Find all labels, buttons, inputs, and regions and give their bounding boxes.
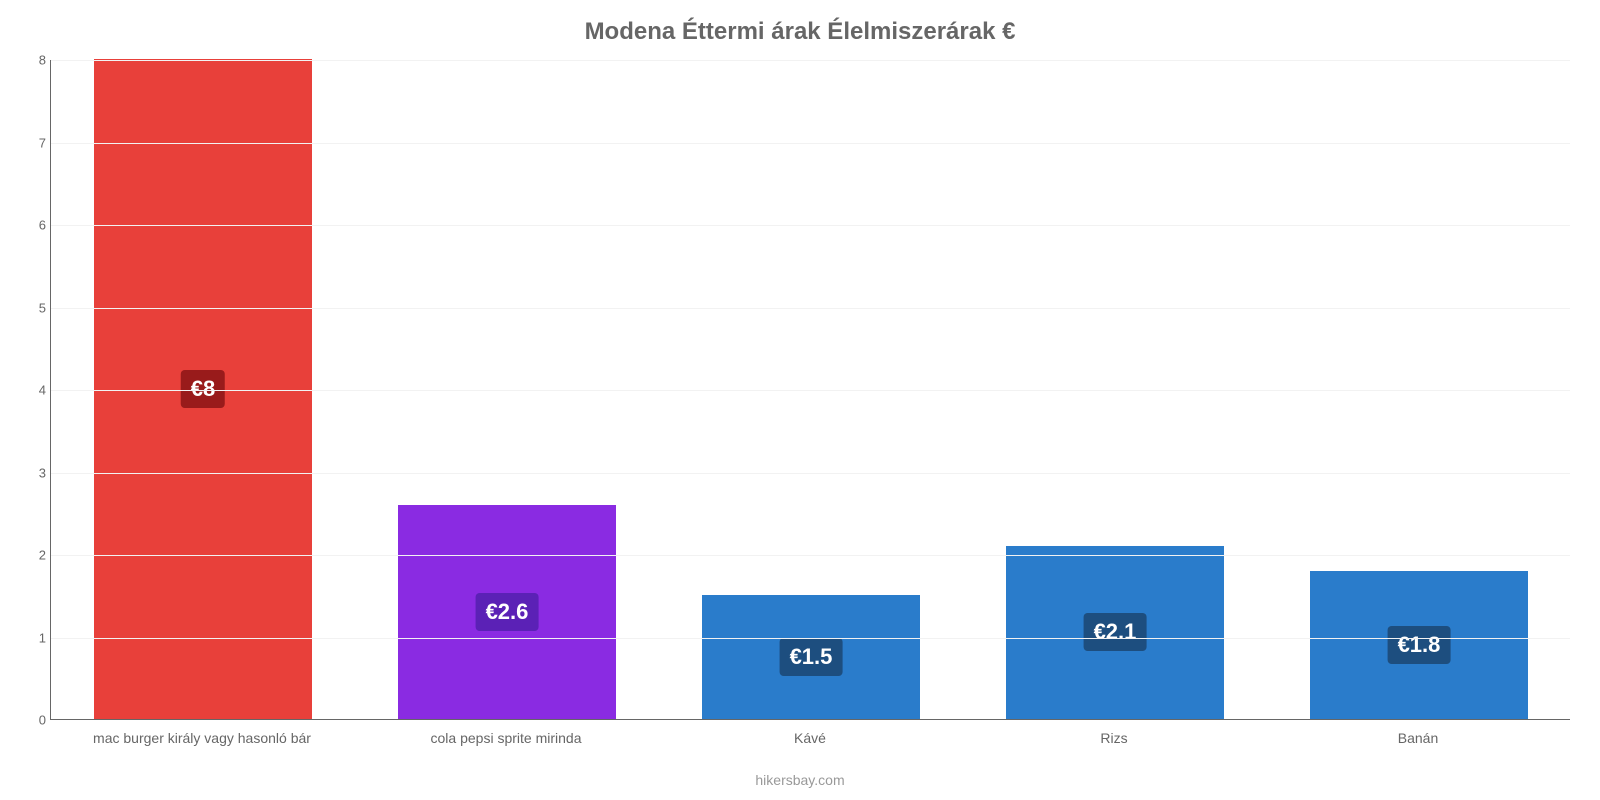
chart-title: Modena Éttermi árak Élelmiszerárak € — [0, 0, 1600, 46]
y-tick-label: 2 — [21, 548, 46, 563]
bar-value-badge: €8 — [181, 370, 225, 408]
attribution-text: hikersbay.com — [0, 772, 1600, 788]
price-bar-chart: Modena Éttermi árak Élelmiszerárak € €8 €… — [0, 0, 1600, 800]
bar: €1.5 — [702, 595, 921, 719]
grid-line — [51, 308, 1570, 309]
y-tick-label: 4 — [21, 383, 46, 398]
grid-line — [51, 60, 1570, 61]
y-tick-label: 8 — [21, 53, 46, 68]
grid-line — [51, 473, 1570, 474]
grid-line — [51, 225, 1570, 226]
bar: €1.8 — [1310, 571, 1529, 720]
y-tick-label: 1 — [21, 630, 46, 645]
y-tick-label: 7 — [21, 135, 46, 150]
y-tick-label: 6 — [21, 218, 46, 233]
bar: €8 — [94, 59, 313, 719]
bar: €2.6 — [398, 505, 617, 720]
y-tick-label: 0 — [21, 713, 46, 728]
y-tick-label: 5 — [21, 300, 46, 315]
bar-value-badge: €2.1 — [1084, 613, 1147, 651]
y-tick-label: 3 — [21, 465, 46, 480]
x-axis-label: Rizs — [1100, 730, 1127, 746]
x-axis-labels: mac burger király vagy hasonló bár cola p… — [50, 730, 1570, 760]
bar-value-badge: €2.6 — [476, 593, 539, 631]
bar: €2.1 — [1006, 546, 1225, 719]
grid-line — [51, 638, 1570, 639]
grid-line — [51, 555, 1570, 556]
bar-value-badge: €1.5 — [780, 638, 843, 676]
plot-area: €8€2.6€1.5€2.1€1.8 012345678 — [50, 60, 1570, 720]
x-axis-label: Kávé — [794, 730, 826, 746]
x-axis-label: cola pepsi sprite mirinda — [431, 730, 582, 746]
grid-line — [51, 143, 1570, 144]
grid-line — [51, 390, 1570, 391]
x-axis-label: Banán — [1398, 730, 1438, 746]
bar-value-badge: €1.8 — [1388, 626, 1451, 664]
x-axis-label: mac burger király vagy hasonló bár — [93, 730, 311, 746]
